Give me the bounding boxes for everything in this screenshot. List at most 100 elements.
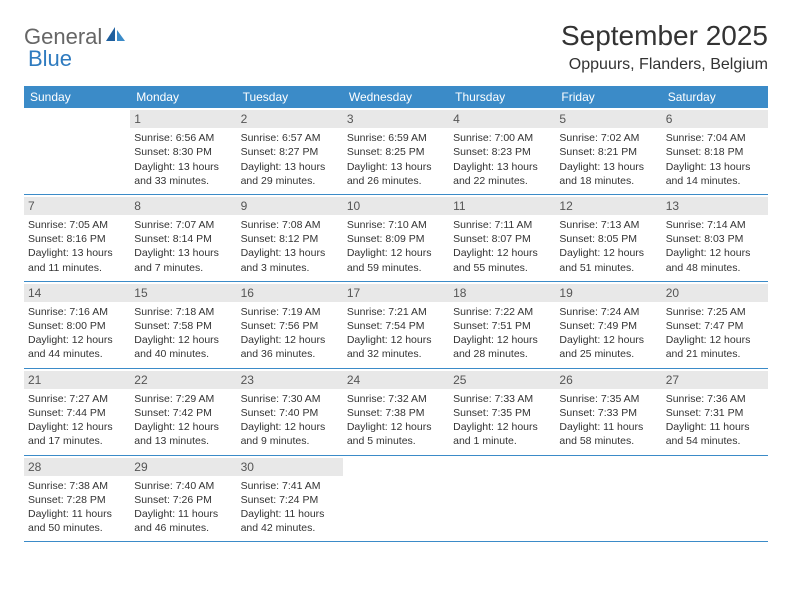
weekday-header-row: Sunday Monday Tuesday Wednesday Thursday… [24, 86, 768, 108]
day-number: 3 [343, 110, 449, 128]
day-cell: 12Sunrise: 7:13 AMSunset: 8:05 PMDayligh… [555, 195, 661, 281]
logo-blue-row: Blue [28, 46, 72, 72]
day-daylight: Daylight: 11 hours and 54 minutes. [666, 420, 764, 448]
day-sunset: Sunset: 8:23 PM [453, 145, 551, 159]
day-sunrise: Sunrise: 7:32 AM [347, 392, 445, 406]
day-sunset: Sunset: 7:31 PM [666, 406, 764, 420]
day-cell: 9Sunrise: 7:08 AMSunset: 8:12 PMDaylight… [237, 195, 343, 281]
day-sunrise: Sunrise: 7:16 AM [28, 305, 126, 319]
day-sunset: Sunset: 8:27 PM [241, 145, 339, 159]
day-cell: 24Sunrise: 7:32 AMSunset: 7:38 PMDayligh… [343, 369, 449, 455]
week-row: 28Sunrise: 7:38 AMSunset: 7:28 PMDayligh… [24, 456, 768, 543]
day-number [343, 458, 449, 476]
day-sunset: Sunset: 7:33 PM [559, 406, 657, 420]
day-daylight: Daylight: 13 hours and 3 minutes. [241, 246, 339, 274]
day-cell: 23Sunrise: 7:30 AMSunset: 7:40 PMDayligh… [237, 369, 343, 455]
day-cell: 14Sunrise: 7:16 AMSunset: 8:00 PMDayligh… [24, 282, 130, 368]
day-daylight: Daylight: 12 hours and 44 minutes. [28, 333, 126, 361]
day-cell [449, 456, 555, 542]
day-daylight: Daylight: 13 hours and 29 minutes. [241, 160, 339, 188]
day-sunrise: Sunrise: 7:21 AM [347, 305, 445, 319]
day-sunrise: Sunrise: 7:14 AM [666, 218, 764, 232]
day-number: 5 [555, 110, 661, 128]
day-cell: 3Sunrise: 6:59 AMSunset: 8:25 PMDaylight… [343, 108, 449, 194]
page-header: General September 2025 Oppuurs, Flanders… [24, 20, 768, 74]
day-sunset: Sunset: 7:51 PM [453, 319, 551, 333]
day-sunrise: Sunrise: 7:35 AM [559, 392, 657, 406]
day-sunrise: Sunrise: 7:36 AM [666, 392, 764, 406]
day-cell: 22Sunrise: 7:29 AMSunset: 7:42 PMDayligh… [130, 369, 236, 455]
day-sunset: Sunset: 8:05 PM [559, 232, 657, 246]
week-row: 14Sunrise: 7:16 AMSunset: 8:00 PMDayligh… [24, 282, 768, 369]
day-number: 2 [237, 110, 343, 128]
day-number: 14 [24, 284, 130, 302]
day-number: 8 [130, 197, 236, 215]
day-daylight: Daylight: 13 hours and 22 minutes. [453, 160, 551, 188]
day-cell: 7Sunrise: 7:05 AMSunset: 8:16 PMDaylight… [24, 195, 130, 281]
day-sunrise: Sunrise: 7:29 AM [134, 392, 232, 406]
day-sunrise: Sunrise: 7:08 AM [241, 218, 339, 232]
day-cell: 13Sunrise: 7:14 AMSunset: 8:03 PMDayligh… [662, 195, 768, 281]
logo-text-blue: Blue [28, 46, 72, 72]
day-number: 16 [237, 284, 343, 302]
day-number: 26 [555, 371, 661, 389]
day-daylight: Daylight: 12 hours and 25 minutes. [559, 333, 657, 361]
day-sunrise: Sunrise: 7:13 AM [559, 218, 657, 232]
day-sunset: Sunset: 7:54 PM [347, 319, 445, 333]
day-sunrise: Sunrise: 7:40 AM [134, 479, 232, 493]
day-sunset: Sunset: 7:26 PM [134, 493, 232, 507]
day-number: 10 [343, 197, 449, 215]
day-number: 1 [130, 110, 236, 128]
day-sunset: Sunset: 8:18 PM [666, 145, 764, 159]
day-sunset: Sunset: 7:56 PM [241, 319, 339, 333]
day-number: 17 [343, 284, 449, 302]
weekday-thursday: Thursday [449, 86, 555, 108]
day-sunrise: Sunrise: 7:18 AM [134, 305, 232, 319]
weekday-saturday: Saturday [662, 86, 768, 108]
week-row: 1Sunrise: 6:56 AMSunset: 8:30 PMDaylight… [24, 108, 768, 195]
day-cell: 18Sunrise: 7:22 AMSunset: 7:51 PMDayligh… [449, 282, 555, 368]
day-cell: 25Sunrise: 7:33 AMSunset: 7:35 PMDayligh… [449, 369, 555, 455]
day-number: 27 [662, 371, 768, 389]
day-sunrise: Sunrise: 7:27 AM [28, 392, 126, 406]
day-cell: 26Sunrise: 7:35 AMSunset: 7:33 PMDayligh… [555, 369, 661, 455]
day-number: 4 [449, 110, 555, 128]
week-row: 7Sunrise: 7:05 AMSunset: 8:16 PMDaylight… [24, 195, 768, 282]
day-number: 21 [24, 371, 130, 389]
day-sunrise: Sunrise: 7:04 AM [666, 131, 764, 145]
day-daylight: Daylight: 13 hours and 7 minutes. [134, 246, 232, 274]
day-daylight: Daylight: 11 hours and 46 minutes. [134, 507, 232, 535]
day-daylight: Daylight: 12 hours and 40 minutes. [134, 333, 232, 361]
day-sunrise: Sunrise: 7:38 AM [28, 479, 126, 493]
month-title: September 2025 [561, 20, 768, 52]
day-sunset: Sunset: 8:16 PM [28, 232, 126, 246]
day-cell: 27 Sunrise: 7:36 AMSunset: 7:31 PMDayligh… [662, 369, 768, 455]
day-number: 30 [237, 458, 343, 476]
day-number [662, 458, 768, 476]
day-cell: 8Sunrise: 7:07 AMSunset: 8:14 PMDaylight… [130, 195, 236, 281]
day-sunset: Sunset: 8:03 PM [666, 232, 764, 246]
day-sunset: Sunset: 7:47 PM [666, 319, 764, 333]
day-sunrise: Sunrise: 7:41 AM [241, 479, 339, 493]
day-number: 11 [449, 197, 555, 215]
day-cell: 17Sunrise: 7:21 AMSunset: 7:54 PMDayligh… [343, 282, 449, 368]
day-sunrise: Sunrise: 7:00 AM [453, 131, 551, 145]
day-cell: 4 Sunrise: 7:00 AMSunset: 8:23 PMDaylight… [449, 108, 555, 194]
day-daylight: Daylight: 13 hours and 14 minutes. [666, 160, 764, 188]
day-cell: 21Sunrise: 7:27 AMSunset: 7:44 PMDayligh… [24, 369, 130, 455]
day-daylight: Daylight: 12 hours and 17 minutes. [28, 420, 126, 448]
weekday-wednesday: Wednesday [343, 86, 449, 108]
day-sunrise: Sunrise: 7:02 AM [559, 131, 657, 145]
day-number: 28 [24, 458, 130, 476]
day-number [449, 458, 555, 476]
day-sunset: Sunset: 8:30 PM [134, 145, 232, 159]
day-daylight: Daylight: 12 hours and 59 minutes. [347, 246, 445, 274]
day-sunset: Sunset: 7:24 PM [241, 493, 339, 507]
day-daylight: Daylight: 11 hours and 42 minutes. [241, 507, 339, 535]
day-sunset: Sunset: 8:12 PM [241, 232, 339, 246]
day-cell: 11Sunrise: 7:11 AMSunset: 8:07 PMDayligh… [449, 195, 555, 281]
day-cell: 28Sunrise: 7:38 AMSunset: 7:28 PMDayligh… [24, 456, 130, 542]
day-sunrise: Sunrise: 7:05 AM [28, 218, 126, 232]
weekday-sunday: Sunday [24, 86, 130, 108]
day-number: 20 [662, 284, 768, 302]
